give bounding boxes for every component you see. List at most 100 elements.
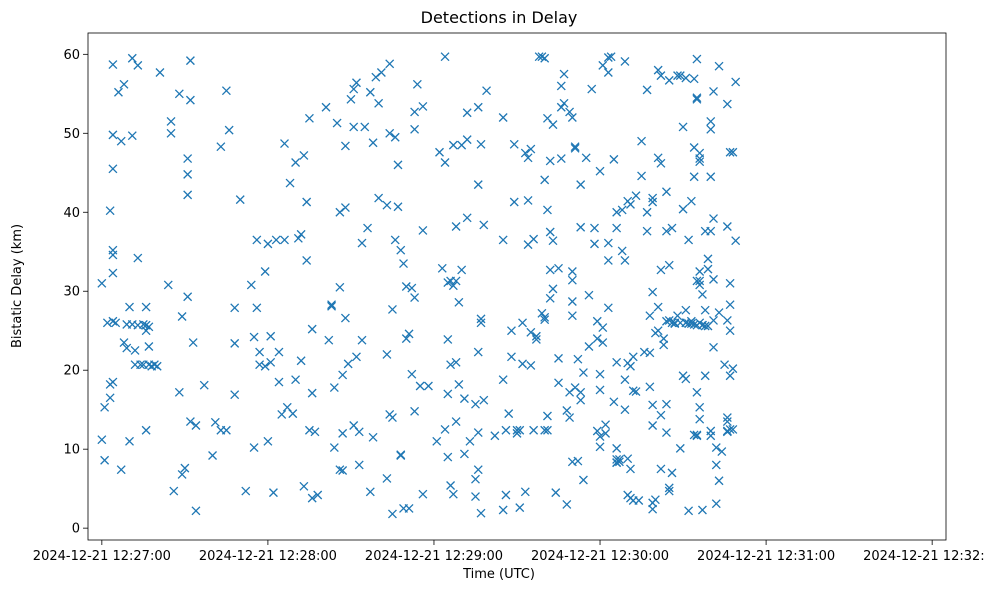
detection-point: [678, 204, 688, 214]
detection-point: [177, 312, 187, 321]
detection-point: [567, 113, 577, 122]
detection-point: [462, 213, 472, 223]
detection-point: [573, 354, 583, 364]
detection-point: [703, 254, 713, 264]
detection-point: [288, 409, 298, 419]
x-tick-label: 2024-12-21 12:31:00: [697, 549, 835, 564]
detection-point: [576, 222, 586, 232]
detection-point: [562, 406, 572, 415]
detection-point: [296, 229, 306, 239]
detection-point: [437, 263, 447, 273]
detection-point: [368, 138, 378, 148]
detection-point: [199, 380, 209, 390]
detection-point: [692, 94, 702, 104]
detection-point: [210, 417, 220, 427]
detection-point: [725, 300, 735, 310]
detection-point: [163, 280, 173, 290]
detection-point: [349, 122, 359, 132]
detection-point: [603, 238, 613, 248]
detection-point: [509, 139, 519, 149]
detection-point: [695, 157, 705, 167]
detection-point: [335, 465, 345, 475]
detection-point: [410, 406, 420, 416]
detection-point: [357, 335, 367, 345]
y-tick-label: 40: [63, 206, 80, 221]
detection-point: [183, 190, 193, 200]
detection-point: [141, 302, 151, 312]
detection-point: [548, 236, 558, 246]
detection-point: [540, 315, 550, 325]
detection-point: [310, 427, 320, 437]
detection-point: [567, 275, 577, 285]
detection-point: [280, 139, 289, 149]
detection-point: [661, 226, 671, 236]
detection-point: [404, 329, 414, 339]
detection-point: [108, 60, 118, 70]
detection-point: [587, 84, 597, 94]
detection-point: [601, 420, 611, 430]
detection-point: [363, 223, 373, 233]
detection-point: [653, 65, 663, 75]
detection-point: [620, 375, 630, 385]
detection-point: [340, 203, 350, 212]
detection-point: [454, 379, 464, 389]
detection-point: [659, 334, 669, 344]
detection-point: [454, 297, 464, 307]
detection-point: [393, 202, 403, 212]
detection-point: [302, 255, 312, 265]
detection-point: [540, 53, 550, 63]
detection-point: [235, 195, 245, 205]
detection-point: [462, 135, 472, 145]
detection-point: [185, 417, 195, 427]
detection-point: [628, 352, 638, 362]
detection-point: [512, 425, 522, 435]
detection-point: [706, 226, 716, 236]
detection-point: [645, 348, 655, 358]
detection-point: [396, 450, 406, 460]
detection-point: [620, 255, 630, 265]
detection-point: [108, 130, 118, 140]
detection-point: [471, 399, 480, 409]
detection-point: [307, 388, 317, 398]
detection-point: [681, 305, 691, 315]
detection-point: [637, 171, 647, 181]
detection-point: [327, 301, 337, 311]
detection-point: [515, 503, 525, 513]
detection-point: [692, 387, 702, 397]
detection-point: [177, 469, 187, 479]
x-tick-label: 2024-12-21 12:28:00: [199, 549, 337, 564]
detection-point: [609, 397, 619, 407]
detection-point: [354, 460, 364, 470]
detection-point: [304, 425, 314, 435]
detection-point: [374, 193, 384, 203]
detection-point: [642, 226, 652, 236]
detection-point: [249, 332, 259, 342]
detection-point: [127, 131, 137, 141]
detection-point: [595, 385, 605, 395]
detection-point: [601, 428, 611, 438]
detection-point: [537, 308, 547, 318]
detection-point: [105, 206, 115, 216]
detection-point: [410, 107, 420, 117]
detection-point: [418, 225, 428, 235]
detection-point: [407, 283, 417, 293]
detection-point: [653, 326, 663, 336]
detection-point: [277, 409, 287, 419]
detection-point: [119, 338, 129, 348]
detection-point: [185, 56, 195, 66]
detection-point: [545, 293, 555, 303]
detection-point: [623, 454, 633, 464]
detection-point: [709, 274, 718, 284]
detection-point: [526, 361, 536, 370]
detection-point: [631, 387, 641, 396]
detection-point: [606, 52, 616, 62]
detection-point: [598, 60, 608, 70]
detection-point: [617, 205, 627, 215]
detection-point: [706, 124, 716, 134]
detection-point: [382, 349, 392, 359]
detection-point: [540, 312, 550, 322]
detection-point: [385, 128, 395, 138]
detection-point: [653, 153, 663, 163]
detection-point: [603, 255, 613, 265]
detection-point: [684, 235, 694, 245]
